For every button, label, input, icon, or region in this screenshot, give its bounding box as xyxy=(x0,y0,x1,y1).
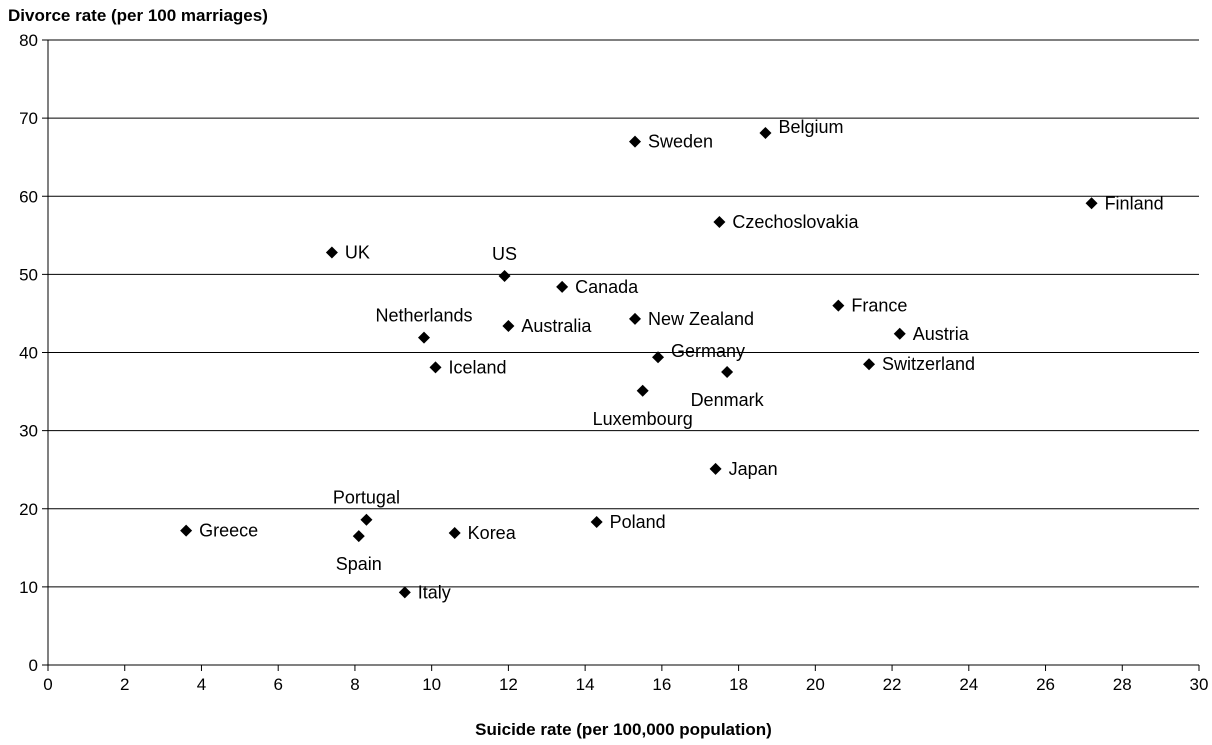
point-label-portugal: Portugal xyxy=(333,488,400,508)
y-tick-label-50: 50 xyxy=(19,265,38,284)
point-label-poland: Poland xyxy=(610,512,666,532)
point-switzerland xyxy=(863,358,876,371)
y-tick-label-10: 10 xyxy=(19,578,38,597)
point-poland xyxy=(590,516,603,529)
point-belgium xyxy=(759,126,772,139)
point-label-france: France xyxy=(851,296,907,316)
y-tick-label-80: 80 xyxy=(19,31,38,50)
y-tick-label-60: 60 xyxy=(19,187,38,206)
x-axis-title: Suicide rate (per 100,000 population) xyxy=(475,720,772,739)
point-canada xyxy=(556,280,569,293)
point-label-korea: Korea xyxy=(468,523,517,543)
x-tick-label-8: 8 xyxy=(350,675,359,694)
x-tick-label-24: 24 xyxy=(959,675,978,694)
x-tick-label-2: 2 xyxy=(120,675,129,694)
point-denmark xyxy=(721,366,734,379)
point-finland xyxy=(1085,197,1098,210)
x-tick-label-28: 28 xyxy=(1113,675,1132,694)
point-japan xyxy=(709,462,722,475)
point-germany xyxy=(652,351,665,364)
point-label-germany: Germany xyxy=(671,341,745,361)
point-label-spain: Spain xyxy=(336,554,382,574)
point-greece xyxy=(180,524,193,537)
x-tick-label-26: 26 xyxy=(1036,675,1055,694)
point-label-greece: Greece xyxy=(199,521,258,541)
point-czechoslovakia xyxy=(713,216,726,229)
point-label-netherlands: Netherlands xyxy=(375,306,472,326)
point-new-zealand xyxy=(629,312,642,325)
gridlines xyxy=(48,39,1199,588)
point-label-finland: Finland xyxy=(1105,193,1164,213)
point-label-austria: Austria xyxy=(913,324,970,344)
point-label-iceland: Iceland xyxy=(449,357,507,377)
point-label-sweden: Sweden xyxy=(648,132,713,152)
point-netherlands xyxy=(417,331,430,344)
point-sweden xyxy=(629,135,642,148)
point-label-switzerland: Switzerland xyxy=(882,354,975,374)
x-tick-label-0: 0 xyxy=(43,675,52,694)
point-luxembourg xyxy=(636,384,649,397)
x-tick-label-10: 10 xyxy=(422,675,441,694)
data-points xyxy=(180,126,1098,599)
point-korea xyxy=(448,526,461,539)
x-tick-label-30: 30 xyxy=(1190,675,1209,694)
x-tick-label-22: 22 xyxy=(883,675,902,694)
point-austria xyxy=(893,327,906,340)
y-tick-label-40: 40 xyxy=(19,344,38,363)
point-spain xyxy=(352,530,365,543)
point-label-czechoslovakia: Czechoslovakia xyxy=(732,212,859,232)
point-label-luxembourg: Luxembourg xyxy=(593,409,693,429)
x-tick-label-14: 14 xyxy=(576,675,595,694)
y-tick-label-20: 20 xyxy=(19,500,38,519)
y-ticks: 0 10 20 30 40 50 60 70 80 xyxy=(19,31,48,675)
x-tick-label-16: 16 xyxy=(652,675,671,694)
point-label-us: US xyxy=(492,244,517,264)
point-portugal xyxy=(360,513,373,526)
x-tick-label-4: 4 xyxy=(197,675,206,694)
x-tick-label-6: 6 xyxy=(273,675,282,694)
x-tick-label-18: 18 xyxy=(729,675,748,694)
point-label-japan: Japan xyxy=(729,459,778,479)
point-label-denmark: Denmark xyxy=(691,390,765,410)
y-tick-label-30: 30 xyxy=(19,422,38,441)
x-tick-label-20: 20 xyxy=(806,675,825,694)
point-labels: Sweden Belgium Finland Czechoslovakia UK US Ca… xyxy=(199,117,1164,602)
y-tick-label-0: 0 xyxy=(29,656,38,675)
point-label-australia: Australia xyxy=(521,316,592,336)
x-ticks: 0 2 4 6 8 10 12 14 16 18 20 22 24 26 28 30 xyxy=(43,665,1208,694)
y-axis-title: Divorce rate (per 100 marriages) xyxy=(8,6,268,25)
point-label-new-zealand: New Zealand xyxy=(648,309,754,329)
point-label-italy: Italy xyxy=(418,582,451,602)
point-label-belgium: Belgium xyxy=(778,117,843,137)
point-italy xyxy=(398,586,411,599)
point-iceland xyxy=(429,361,442,374)
point-us xyxy=(498,269,511,282)
x-tick-label-12: 12 xyxy=(499,675,518,694)
point-australia xyxy=(502,319,515,332)
point-label-uk: UK xyxy=(345,243,370,263)
y-tick-label-70: 70 xyxy=(19,109,38,128)
point-label-canada: Canada xyxy=(575,277,639,297)
point-france xyxy=(832,299,845,312)
point-uk xyxy=(325,246,338,259)
